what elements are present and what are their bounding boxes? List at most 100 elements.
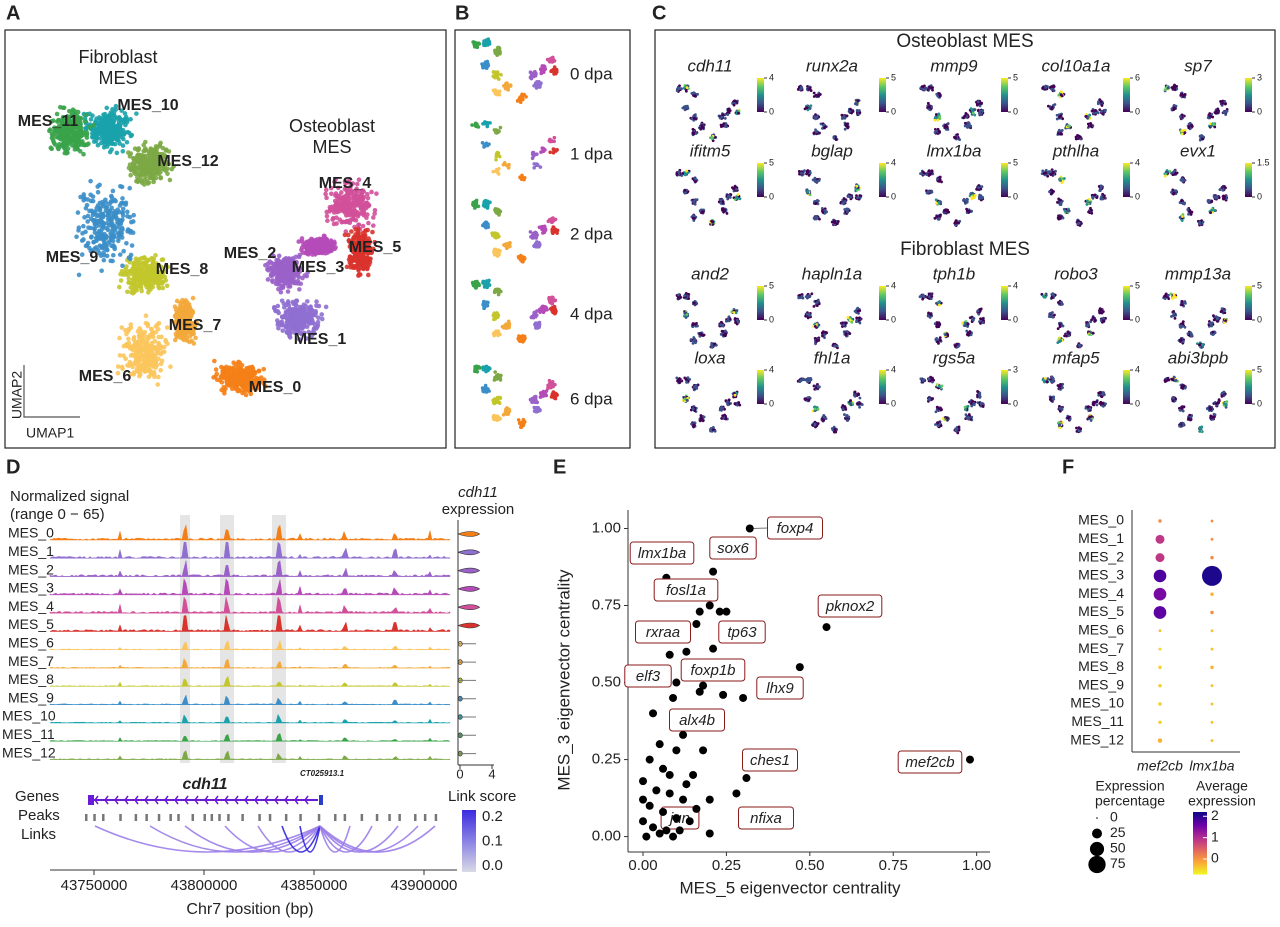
cell-point <box>179 311 184 316</box>
cell-point <box>248 365 253 370</box>
cell-point <box>539 72 543 76</box>
cell-point <box>535 242 539 246</box>
cell-point <box>120 201 125 206</box>
cell-point <box>73 134 78 139</box>
cell-point <box>303 314 308 319</box>
colorbar-tick-label: 0 <box>769 106 774 116</box>
cell-point <box>233 382 238 387</box>
cell-point <box>536 163 540 167</box>
cell-point <box>317 248 322 253</box>
cluster-label: MES_9 <box>46 249 99 266</box>
cell-point <box>162 349 167 354</box>
cell-point <box>316 323 321 328</box>
cluster-label: MES_4 <box>319 175 372 192</box>
cell-point <box>229 377 234 382</box>
cell-point <box>111 235 116 240</box>
cell-point <box>287 332 292 337</box>
colorbar-tick-label: 4 <box>769 72 774 82</box>
cell-point <box>145 344 150 349</box>
cell-point <box>231 360 236 365</box>
cell-point <box>486 206 490 210</box>
cell-point <box>535 313 539 317</box>
group-title: Osteoblast MES <box>896 31 1033 52</box>
cell-point <box>277 254 282 259</box>
cell-point <box>324 305 329 310</box>
group-label: Fibroblast <box>78 47 157 67</box>
cell-point <box>182 338 187 343</box>
cluster-label: MES_3 <box>292 259 345 276</box>
cell-point <box>538 310 542 314</box>
cell-point <box>726 113 729 116</box>
cell-point <box>237 387 242 392</box>
cell-point <box>320 317 325 322</box>
cell-point <box>174 311 179 316</box>
cell-point <box>534 409 538 413</box>
cell-point <box>524 95 528 99</box>
cell-point <box>539 392 543 396</box>
cell-point <box>677 86 680 89</box>
panel-letter: B <box>455 2 469 24</box>
cell-point <box>270 278 275 283</box>
cell-point <box>121 249 126 254</box>
cell-point <box>292 307 297 312</box>
cell-point <box>221 385 226 390</box>
cell-point <box>107 202 112 207</box>
cell-point <box>332 210 337 215</box>
cell-point <box>62 141 67 146</box>
cell-point <box>314 299 319 304</box>
cell-point <box>84 113 89 118</box>
cell-point <box>845 125 848 128</box>
cell-point <box>366 273 371 278</box>
cell-point <box>101 215 106 220</box>
cell-point <box>280 284 285 289</box>
cell-point <box>240 363 245 368</box>
cell-point <box>142 265 147 270</box>
cell-point <box>280 298 285 303</box>
cell-point <box>505 81 509 85</box>
cell-point <box>356 267 361 272</box>
cell-point <box>89 199 94 204</box>
cell-point <box>142 155 147 160</box>
cell-point <box>98 234 103 239</box>
cell-point <box>298 281 303 286</box>
cell-point <box>555 392 559 396</box>
cell-point <box>133 168 138 173</box>
cell-point <box>818 132 821 135</box>
cell-point <box>856 99 859 102</box>
cell-point <box>286 321 291 326</box>
cell-point <box>498 401 502 405</box>
cell-point <box>482 43 486 47</box>
cell-point <box>158 170 163 175</box>
cell-point <box>128 257 133 262</box>
cell-point <box>348 204 353 209</box>
cell-point <box>137 333 142 338</box>
cell-point <box>538 323 542 327</box>
colorbar <box>757 78 764 112</box>
cell-point <box>498 52 502 56</box>
cell-point <box>129 353 134 358</box>
cell-point <box>117 285 122 290</box>
cell-point <box>141 277 146 282</box>
cell-point <box>134 256 139 261</box>
cell-point <box>482 204 486 208</box>
cell-point <box>305 299 310 304</box>
cell-point <box>80 231 85 236</box>
cell-point <box>155 346 160 351</box>
cell-point <box>279 290 284 295</box>
cell-point <box>491 170 495 174</box>
cell-point <box>532 231 536 235</box>
cell-point <box>358 272 363 277</box>
cell-point <box>92 227 97 232</box>
cell-point <box>483 200 487 204</box>
cell-point <box>485 125 489 129</box>
cell-point <box>293 281 298 286</box>
cluster-label: MES_12 <box>157 153 218 170</box>
cell-point <box>550 395 554 399</box>
cell-point <box>319 312 324 317</box>
cell-point <box>543 392 547 396</box>
cell-point <box>119 278 124 283</box>
cell-point <box>366 221 371 226</box>
cell-point <box>313 313 318 318</box>
timepoint-umap <box>471 37 558 104</box>
cell-point <box>191 310 196 315</box>
